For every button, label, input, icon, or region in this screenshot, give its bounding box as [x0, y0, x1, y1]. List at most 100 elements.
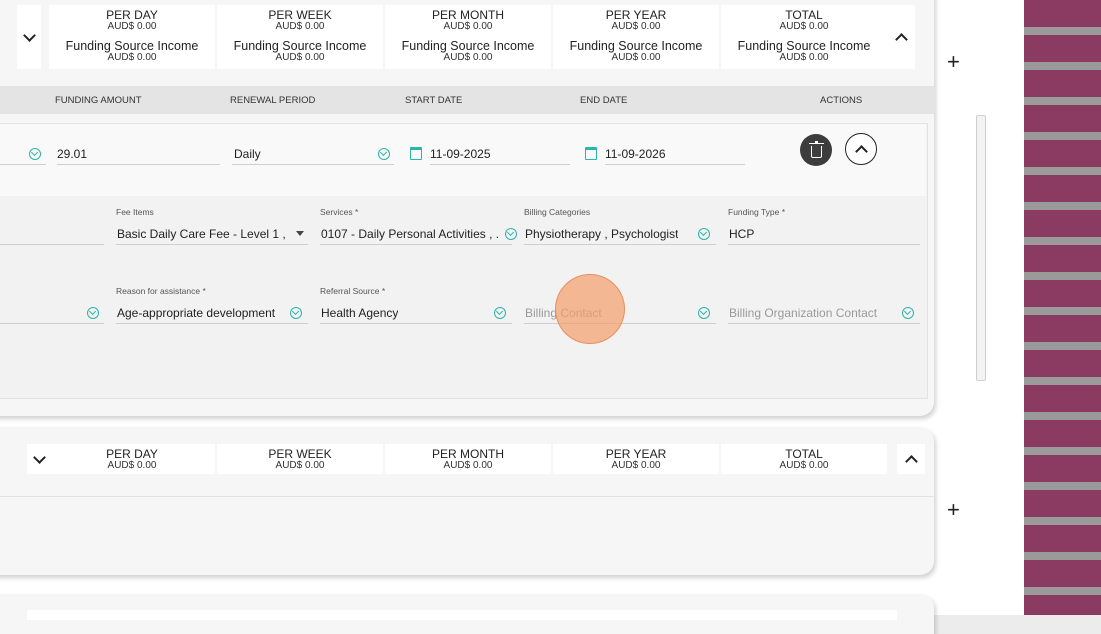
column-header-funding-amount: FUNDING AMOUNT — [55, 95, 142, 106]
circle-chevron-icon — [494, 307, 506, 319]
summary-cell-per-month: PER MONTH AUD$ 0.00 — [385, 444, 551, 474]
summary-cell-per-day: PER DAY AUD$ 0.00 Funding Source Income … — [49, 5, 215, 69]
chevron-down-icon — [32, 450, 46, 464]
chevron-up-icon — [894, 32, 908, 46]
chevron-up-icon — [904, 454, 918, 468]
collapse-row-button[interactable] — [845, 133, 877, 165]
circle-chevron-icon — [29, 148, 41, 160]
summary-amount: AUD$ 0.00 — [107, 21, 157, 32]
renewal-period-select[interactable]: Daily — [232, 140, 394, 165]
referral-source-value: Health Agency — [321, 306, 399, 320]
plus-icon[interactable]: + — [947, 497, 960, 522]
click-indicator — [555, 274, 625, 344]
summary-row: PER DAY AUD$ 0.00 PER WEEK AUD$ 0.00 PER… — [49, 444, 887, 474]
summary-heading: TOTAL — [785, 447, 823, 461]
funding-row — [0, 124, 926, 196]
summary-source-amount: AUD$ 0.00 — [275, 52, 325, 63]
vertical-scrollbar[interactable] — [976, 115, 986, 381]
reason-for-assistance-value: Age-appropriate development — [117, 306, 276, 320]
reason-for-assistance-label: Reason for assistance * — [116, 286, 206, 296]
summary-heading: PER DAY — [106, 447, 158, 461]
funding-type-label: Funding Type * — [728, 207, 786, 217]
circle-chevron-icon — [698, 307, 710, 319]
expand-toggle-button[interactable] — [17, 5, 41, 69]
summary-source-label: Funding Source Income — [65, 39, 199, 53]
summary-heading: PER YEAR — [605, 447, 667, 461]
funding-table-header: FUNDING AMOUNT RENEWAL PERIOD START DATE… — [0, 86, 936, 114]
summary-cell-per-week: PER WEEK AUD$ 0.00 — [217, 444, 383, 474]
billing-categories-select[interactable]: Billing Categories Physiotherapy , Psych… — [524, 207, 716, 245]
summary-cell-per-day: PER DAY AUD$ 0.00 — [49, 444, 215, 474]
left-clipped-dropdown[interactable] — [0, 299, 104, 324]
referral-source-label: Referral Source * — [320, 286, 386, 296]
funding-amount-value: 29.01 — [57, 147, 88, 161]
summary-heading: PER MONTH — [432, 8, 504, 22]
services-value: 0107 - Daily Personal Activities , ... — [321, 227, 499, 241]
calendar-icon[interactable] — [410, 147, 422, 160]
summary-amount: AUD$ 0.00 — [275, 21, 325, 32]
summary-amount: AUD$ 0.00 — [275, 460, 325, 471]
collapse-toggle-button[interactable] — [887, 5, 915, 69]
summary-row — [27, 610, 897, 620]
billing-organization-contact-placeholder: Billing Organization Contact — [729, 306, 878, 320]
summary-source-label: Funding Source Income — [233, 39, 367, 53]
services-select[interactable]: Services * 0107 - Daily Personal Activit… — [320, 207, 517, 245]
summary-source-label: Funding Source Income — [569, 39, 703, 53]
summary-amount: AUD$ 0.00 — [611, 460, 661, 471]
calendar-icon[interactable] — [585, 147, 597, 160]
summary-amount: AUD$ 0.00 — [779, 460, 829, 471]
column-header-renewal-period: RENEWAL PERIOD — [230, 95, 316, 106]
summary-heading: PER WEEK — [268, 447, 332, 461]
services-label: Services * — [320, 207, 359, 217]
card-divider — [0, 496, 934, 497]
circle-chevron-icon — [87, 307, 99, 319]
summary-heading: TOTAL — [785, 8, 823, 22]
start-date-value: 11-09-2025 — [430, 147, 491, 161]
summary-amount: AUD$ 0.00 — [443, 21, 493, 32]
reason-for-assistance-select[interactable]: Reason for assistance * Age-appropriate … — [116, 286, 308, 324]
summary-cell-per-month: PER MONTH AUD$ 0.00 Funding Source Incom… — [385, 5, 551, 69]
end-date-input[interactable]: 11-09-2026 — [585, 140, 745, 165]
plus-icon[interactable]: + — [947, 49, 960, 74]
renewal-period-value: Daily — [234, 147, 261, 161]
summary-heading: PER DAY — [106, 8, 158, 22]
summary-heading: PER WEEK — [268, 8, 332, 22]
column-header-start-date: START DATE — [405, 95, 463, 106]
start-date-input[interactable]: 11-09-2025 — [410, 140, 570, 165]
summary-heading: PER MONTH — [432, 447, 504, 461]
billing-categories-value: Physiotherapy , Psychologist — [525, 227, 679, 241]
circle-chevron-icon — [505, 228, 517, 240]
column-header-end-date: END DATE — [580, 95, 628, 106]
summary-cell-total: TOTAL AUD$ 0.00 — [721, 444, 887, 474]
summary-cell-per-year: PER YEAR AUD$ 0.00 — [553, 444, 719, 474]
funding-amount-input[interactable]: 29.01 — [57, 140, 220, 165]
funding-card-collapsed: PER DAY AUD$ 0.00 PER WEEK AUD$ 0.00 PER… — [0, 427, 934, 575]
circle-chevron-icon — [378, 148, 390, 160]
end-date-value: 11-09-2026 — [605, 147, 666, 161]
delete-button[interactable] — [800, 134, 832, 166]
funding-type-select[interactable]: Funding Type * HCP — [728, 207, 920, 245]
previous-field-dropdown[interactable] — [0, 140, 46, 165]
circle-chevron-icon — [902, 307, 914, 319]
summary-row: PER DAY AUD$ 0.00 Funding Source Income … — [49, 5, 887, 69]
trash-icon — [808, 140, 824, 158]
billing-organization-contact-select[interactable]: Billing Organization Contact — [728, 299, 920, 324]
funding-type-value: HCP — [729, 227, 755, 241]
fee-items-label: Fee Items — [116, 207, 154, 217]
billing-categories-label: Billing Categories — [524, 207, 591, 217]
summary-source-amount: AUD$ 0.00 — [779, 52, 829, 63]
collapse-toggle-button[interactable] — [897, 444, 925, 474]
left-clipped-field[interactable] — [0, 220, 104, 245]
circle-chevron-icon — [698, 228, 710, 240]
summary-amount: AUD$ 0.00 — [611, 21, 661, 32]
expand-toggle-button[interactable] — [27, 444, 51, 474]
summary-amount: AUD$ 0.00 — [107, 460, 157, 471]
summary-source-label: Funding Source Income — [401, 39, 535, 53]
referral-source-select[interactable]: Referral Source * Health Agency — [320, 286, 512, 324]
summary-source-amount: AUD$ 0.00 — [443, 52, 493, 63]
summary-cell-per-week: PER WEEK AUD$ 0.00 Funding Source Income… — [217, 5, 383, 69]
summary-cell-per-year: PER YEAR AUD$ 0.00 Funding Source Income… — [553, 5, 719, 69]
fee-items-select[interactable]: Fee Items Basic Daily Care Fee - Level 1… — [116, 207, 308, 245]
summary-cell-total: TOTAL AUD$ 0.00 Funding Source Income AU… — [721, 5, 887, 69]
summary-source-label: Funding Source Income — [737, 39, 871, 53]
